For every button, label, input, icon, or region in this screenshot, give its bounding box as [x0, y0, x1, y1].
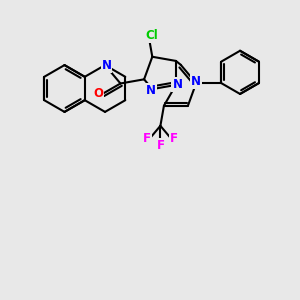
Text: O: O	[93, 87, 103, 100]
Text: N: N	[191, 75, 201, 88]
Text: F: F	[156, 140, 164, 152]
Text: F: F	[143, 132, 151, 145]
Text: F: F	[170, 132, 178, 145]
Text: N: N	[146, 84, 156, 97]
Text: N: N	[101, 58, 112, 72]
Text: N: N	[172, 78, 182, 92]
Text: Cl: Cl	[146, 29, 158, 42]
